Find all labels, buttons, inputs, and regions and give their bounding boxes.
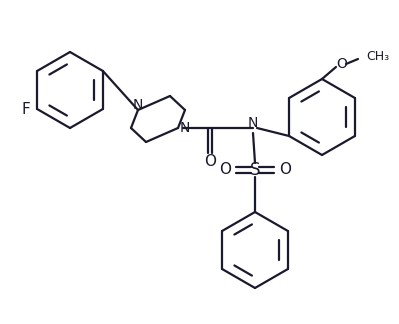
Text: N: N xyxy=(133,98,143,112)
Text: O: O xyxy=(337,57,348,71)
Text: O: O xyxy=(204,154,216,168)
Text: CH₃: CH₃ xyxy=(366,51,389,64)
Text: S: S xyxy=(250,161,260,179)
Text: O: O xyxy=(219,163,231,178)
Text: O: O xyxy=(279,163,291,178)
Text: N: N xyxy=(180,121,190,135)
Text: F: F xyxy=(22,101,30,117)
Text: N: N xyxy=(248,116,258,130)
